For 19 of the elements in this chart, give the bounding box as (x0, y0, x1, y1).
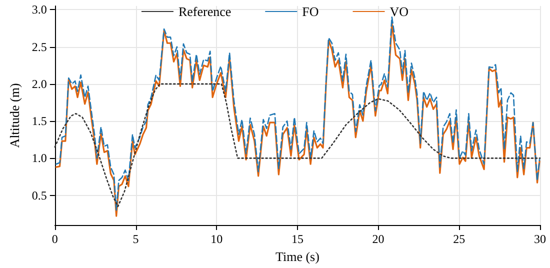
x-tick-label: 15 (291, 232, 304, 246)
y-axis-title: Altitude (m) (7, 83, 22, 148)
y-tick-label: 2.0 (32, 76, 47, 91)
y-tick-label: 0.5 (32, 188, 47, 202)
legend-label: FO (302, 4, 319, 19)
x-tick-label: 10 (210, 232, 223, 246)
line-series (54, 83, 541, 208)
y-tick-label: 1.5 (32, 114, 47, 128)
x-tick-label: 5 (132, 232, 139, 246)
y-tick-label: 3.0 (32, 2, 47, 17)
y-tick-label: 1.0 (32, 151, 47, 166)
legend-label: Reference (178, 4, 232, 19)
legend-label: VO (390, 4, 409, 19)
y-tick-label: 2.5 (32, 40, 47, 54)
x-tick-label: 20 (372, 232, 384, 246)
x-tick-label: 0 (52, 232, 58, 246)
x-axis-title: Time (s) (275, 248, 320, 264)
x-tick-label: 30 (534, 232, 546, 246)
x-tick-label: 25 (453, 232, 466, 246)
